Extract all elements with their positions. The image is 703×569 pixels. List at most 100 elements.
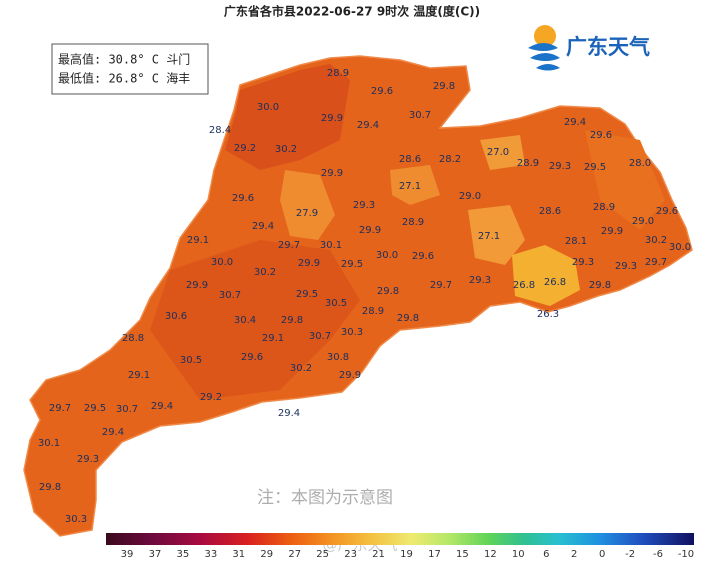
- station-value: 29.8: [433, 81, 455, 92]
- colorbar-tick-label: 17: [428, 549, 441, 560]
- colorbar: [106, 533, 694, 545]
- station-value: 28.4: [209, 125, 231, 136]
- station-value: 29.6: [241, 352, 263, 363]
- station-value: 29.6: [412, 251, 434, 262]
- colorbar-tick-label: 31: [232, 549, 245, 560]
- region: [390, 165, 440, 205]
- station-value: 27.1: [478, 231, 500, 242]
- colorbar-tick-label: 21: [372, 549, 385, 560]
- station-value: 30.0: [669, 242, 691, 253]
- region: [225, 64, 350, 170]
- station-value: 30.7: [409, 110, 431, 121]
- station-value: 29.7: [645, 257, 667, 268]
- logo: 广东天气: [528, 25, 650, 71]
- colorbar-tick-label: 0: [599, 549, 605, 560]
- province: [23, 55, 693, 537]
- colorbar-tick-label: -6: [653, 549, 663, 560]
- station-value: 26.3: [537, 309, 559, 320]
- colorbar-tick-label: -2: [625, 549, 635, 560]
- colorbar-tick-label: 12: [484, 549, 497, 560]
- station-value: 27.1: [399, 181, 421, 192]
- station-value: 29.5: [584, 162, 606, 173]
- station-value: 30.3: [341, 327, 363, 338]
- station-value: 29.5: [296, 289, 318, 300]
- station-value: 29.6: [371, 86, 393, 97]
- colorbar-tick-label: 35: [177, 549, 190, 560]
- station-value: 29.2: [200, 392, 222, 403]
- box: [51, 43, 209, 95]
- colorbar-tick-label: 39: [121, 549, 134, 560]
- colorbar-tick-label: 37: [149, 549, 162, 560]
- station-value: 29.3: [615, 261, 637, 272]
- station-value: 29.4: [151, 401, 173, 412]
- station-value: 29.8: [589, 280, 611, 291]
- station-value: 30.2: [275, 144, 297, 155]
- region: [585, 130, 665, 230]
- colorbar-tick-label: 19: [400, 549, 413, 560]
- station-value: 29.9: [298, 258, 320, 269]
- colorbar-tick-label: 6: [543, 549, 549, 560]
- min-text: 最低值: 26.8° C 海丰: [58, 71, 190, 86]
- station-value: 28.1: [565, 236, 587, 247]
- colorbar-tick-label: 10: [512, 549, 525, 560]
- colorbar-tick-label: 29: [260, 549, 273, 560]
- station-value: 29.0: [459, 191, 481, 202]
- station-value: 30.0: [211, 257, 233, 268]
- station-value: 30.8: [327, 352, 349, 363]
- station-value: 29.9: [186, 280, 208, 291]
- station-value: 30.0: [257, 102, 279, 113]
- station-value: 29.3: [469, 275, 491, 286]
- station-value: 29.6: [232, 193, 254, 204]
- colorbar-tick-label: 33: [204, 549, 217, 560]
- station-value: 29.8: [397, 313, 419, 324]
- station-value: 27.0: [487, 147, 509, 158]
- colorbar-tick-label: 15: [456, 549, 469, 560]
- colorbar-tick-label: 2: [571, 549, 577, 560]
- station-value: 28.2: [439, 154, 461, 165]
- station-value: 29.4: [252, 221, 274, 232]
- station-value: 30.0: [376, 250, 398, 261]
- station-value: 30.5: [180, 355, 202, 366]
- station-value: 26.8: [513, 280, 535, 291]
- station-value: 30.4: [234, 315, 256, 326]
- station-value: 29.3: [77, 454, 99, 465]
- station-value: 29.7: [49, 403, 71, 414]
- station-value: 28.9: [402, 217, 424, 228]
- station-value: 29.3: [353, 200, 375, 211]
- station-value: 30.2: [254, 267, 276, 278]
- station-value: 28.6: [399, 154, 421, 165]
- station-value: 29.8: [281, 315, 303, 326]
- station-value: 28.8: [122, 333, 144, 344]
- station-value: 29.9: [321, 113, 343, 124]
- station-value: 29.4: [564, 117, 586, 128]
- station-value: 29.7: [430, 280, 452, 291]
- station-value: 29.3: [572, 257, 594, 268]
- station-value: 29.1: [128, 370, 150, 381]
- title: 广东省各市县2022-06-27 9时次 温度(度(C)): [224, 4, 480, 19]
- region: [150, 240, 360, 400]
- region: [468, 205, 525, 265]
- region: [480, 135, 525, 170]
- station-value: 29.5: [84, 403, 106, 414]
- station-value: 26.8: [544, 277, 566, 288]
- station-value: 29.4: [357, 120, 379, 131]
- station-value: 30.7: [309, 331, 331, 342]
- station-value: 30.5: [325, 298, 347, 309]
- logo-text: 广东天气: [566, 35, 650, 59]
- station-value: 29.0: [632, 216, 654, 227]
- station-value: 30.1: [320, 240, 342, 251]
- station-value: 28.9: [517, 158, 539, 169]
- station-value: 30.1: [38, 438, 60, 449]
- station-value: 29.9: [321, 168, 343, 179]
- note: 注：本图为示意图: [257, 488, 393, 508]
- colorbar-tick-label: 25: [316, 549, 329, 560]
- station-value: 30.2: [645, 235, 667, 246]
- station-value: 28.9: [327, 68, 349, 79]
- station-value: 29.8: [377, 286, 399, 297]
- station-value: 29.2: [234, 143, 256, 154]
- max-text: 最高值: 30.8° C 斗门: [58, 52, 190, 67]
- station-value: 29.5: [341, 259, 363, 270]
- station-value: 30.6: [165, 311, 187, 322]
- station-labels: 28.9 29.6 29.8 30.0 30.7 28.4 29.9 29.4 29.4 29.6…: [38, 68, 691, 525]
- station-value: 30.7: [116, 404, 138, 415]
